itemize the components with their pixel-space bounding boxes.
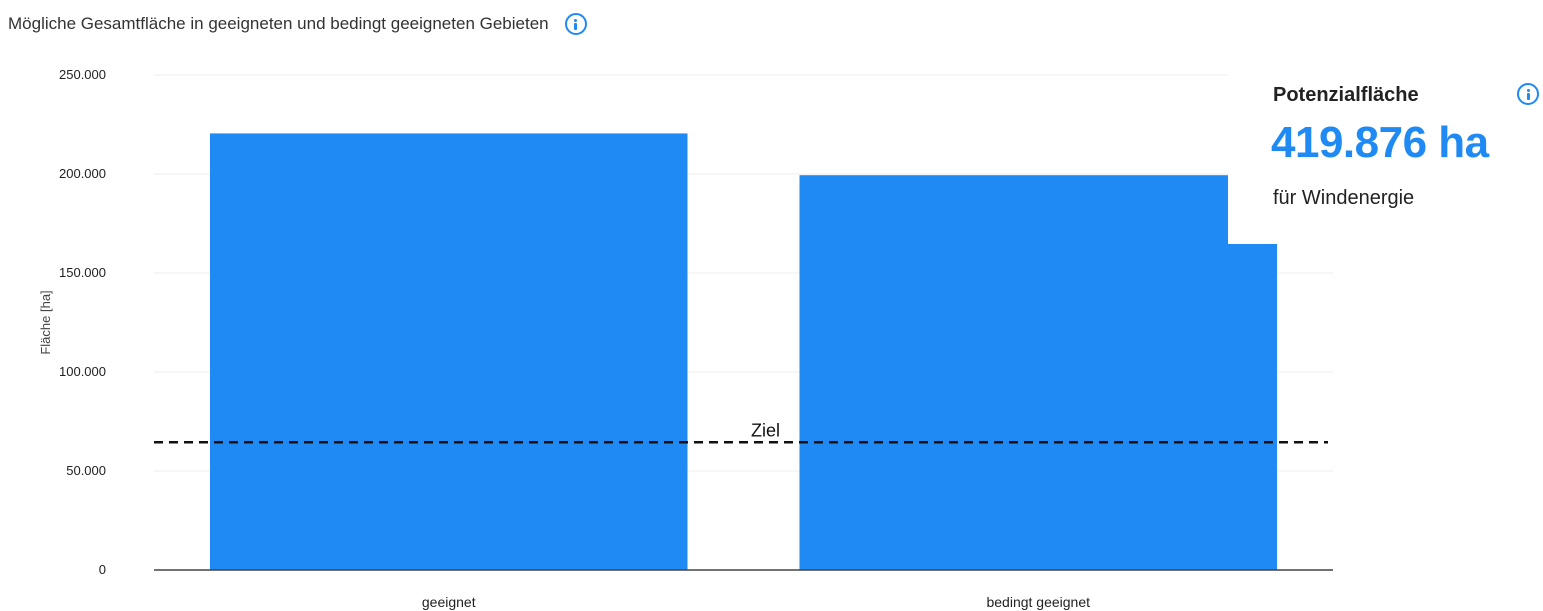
summary-value: 419.876 ha: [1271, 118, 1489, 167]
category-label: bedingt geeignet: [986, 594, 1090, 610]
bar[interactable]: [210, 133, 688, 570]
chart-title: Mögliche Gesamtfläche in geeigneten und …: [8, 14, 549, 33]
category-label: geeignet: [422, 594, 476, 610]
summary-title: Potenzialfläche: [1273, 84, 1419, 106]
bar[interactable]: [799, 175, 1277, 571]
summary-panel: Potenzialfläche 419.876 ha für Windenerg…: [1228, 60, 1543, 244]
y-tick-label: 50.000: [66, 463, 106, 478]
summary-info-icon[interactable]: [1517, 83, 1539, 105]
category-labels: geeignet bedingt geeignet: [422, 594, 1090, 610]
summary-subtitle: für Windenergie: [1273, 187, 1415, 209]
y-tick-label: 250.000: [59, 67, 106, 82]
info-icon[interactable]: [564, 13, 587, 35]
y-tick-label: 200.000: [59, 166, 106, 181]
y-tick-label: 0: [99, 562, 106, 577]
y-tick-label: 100.000: [59, 364, 106, 379]
y-tick-labels: 0 50.000 100.000 150.000 200.000 250.000: [59, 67, 106, 577]
y-axis-label: Fläche [ha]: [38, 290, 53, 354]
target-label: Ziel: [751, 420, 780, 440]
y-tick-label: 150.000: [59, 265, 106, 280]
bars: [210, 133, 1277, 571]
chart-header: Mögliche Gesamtfläche in geeigneten und …: [8, 10, 587, 38]
